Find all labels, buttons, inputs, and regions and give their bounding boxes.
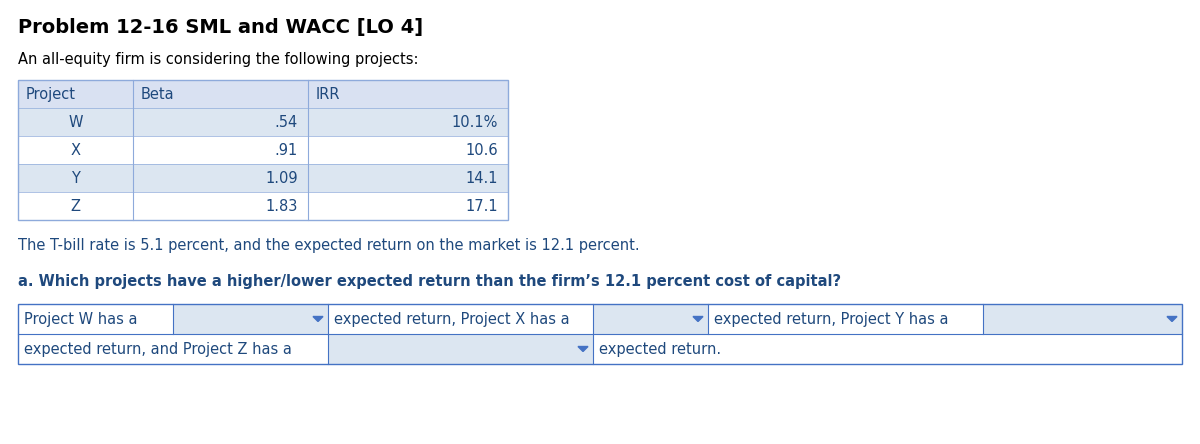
Text: .54: .54 [275, 115, 298, 130]
Bar [18, 192, 508, 220]
Text: 1.09: 1.09 [265, 171, 298, 186]
Text: IRR: IRR [316, 87, 341, 102]
Polygon shape [694, 317, 703, 321]
Text: Beta: Beta [142, 87, 175, 102]
Bar [593, 304, 708, 334]
Bar [18, 164, 508, 192]
Bar [18, 80, 508, 108]
Text: expected return, Project X has a: expected return, Project X has a [334, 312, 570, 327]
Text: 1.83: 1.83 [265, 199, 298, 214]
Text: 14.1: 14.1 [466, 171, 498, 186]
Text: expected return, and Project Z has a: expected return, and Project Z has a [24, 342, 292, 357]
Text: The T-bill rate is 5.1 percent, and the expected return on the market is 12.1 pe: The T-bill rate is 5.1 percent, and the … [18, 238, 640, 253]
Bar [18, 108, 508, 136]
Text: Problem 12-16 SML and WACC [LO 4]: Problem 12-16 SML and WACC [LO 4] [18, 18, 424, 37]
Text: expected return, Project Y has a: expected return, Project Y has a [714, 312, 948, 327]
Text: Y: Y [71, 171, 80, 186]
Text: a. Which projects have a higher/lower expected return than the firm’s 12.1 perce: a. Which projects have a higher/lower ex… [18, 274, 841, 289]
Text: W: W [68, 115, 83, 130]
Bar [328, 334, 593, 364]
Text: 10.1%: 10.1% [451, 115, 498, 130]
Bar [173, 304, 328, 334]
Text: X: X [71, 143, 80, 158]
Polygon shape [1166, 317, 1177, 321]
Bar [18, 136, 508, 164]
Bar [18, 80, 508, 220]
Text: .91: .91 [275, 143, 298, 158]
Text: Project W has a: Project W has a [24, 312, 138, 327]
Text: expected return.: expected return. [599, 342, 721, 357]
Text: 17.1: 17.1 [466, 199, 498, 214]
Bar [18, 304, 1182, 364]
Text: An all-equity firm is considering the following projects:: An all-equity firm is considering the fo… [18, 52, 419, 67]
Text: 10.6: 10.6 [466, 143, 498, 158]
Bar [983, 304, 1182, 334]
Text: Project: Project [26, 87, 76, 102]
Text: Z: Z [71, 199, 80, 214]
Polygon shape [313, 317, 323, 321]
Polygon shape [578, 346, 588, 352]
